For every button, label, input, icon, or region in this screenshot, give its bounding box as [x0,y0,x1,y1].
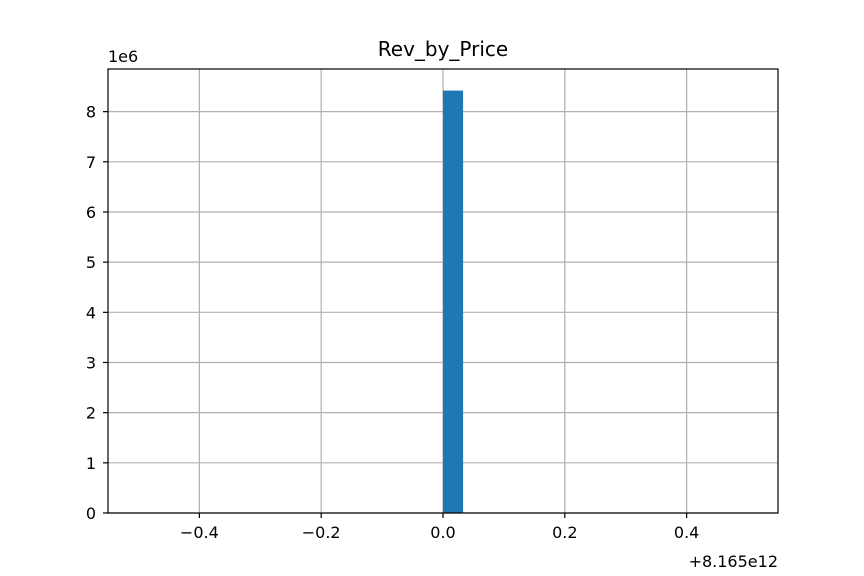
x-offset-label: +8.165e12 [689,552,778,571]
histogram-bar [443,90,464,514]
chart-title: Rev_by_Price [378,37,508,61]
tick-layer: −0.4 −0.2 0.0 0.2 0.4 0 1 2 3 4 5 6 7 8 [86,103,700,542]
y-tick-label: 0 [86,504,96,523]
x-tick-label: −0.4 [180,523,219,542]
y-scale-label: 1e6 [108,47,138,66]
y-tick-label: 5 [86,253,96,272]
y-tick-label: 1 [86,454,96,473]
y-tick-label: 8 [86,103,96,122]
x-tick-label: 0.0 [430,523,455,542]
y-tick-label: 4 [86,303,96,322]
y-tick-label: 6 [86,203,96,222]
x-tick-label: −0.2 [302,523,341,542]
x-tick-label: 0.4 [674,523,699,542]
y-tick-label: 2 [86,404,96,423]
y-tick-label: 7 [86,153,96,172]
y-tick-label: 3 [86,353,96,372]
x-tick-label: 0.2 [552,523,577,542]
bar-layer [443,90,464,514]
